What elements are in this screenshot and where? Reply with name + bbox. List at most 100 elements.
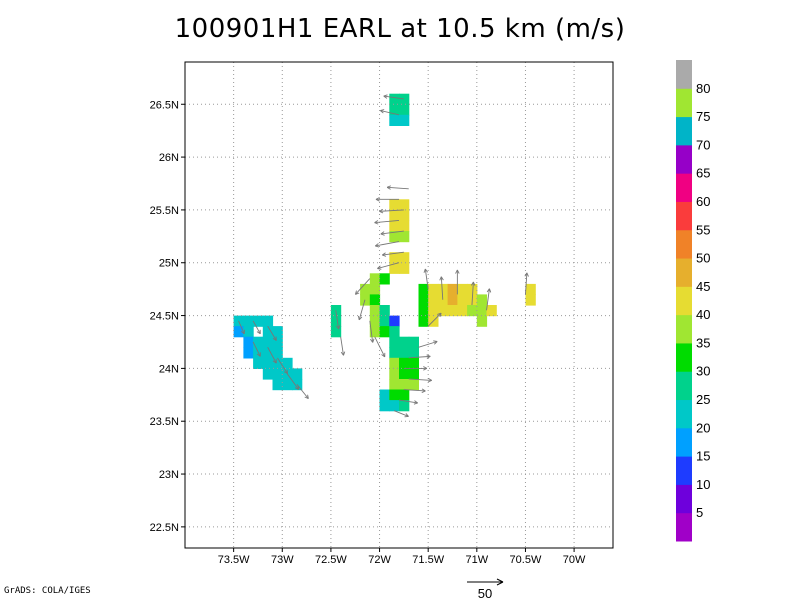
wind-vector bbox=[439, 276, 444, 300]
wind-vector-head bbox=[272, 359, 277, 364]
wind-vector-head bbox=[354, 290, 360, 295]
wind-vector-head bbox=[383, 94, 388, 99]
wind-speed-cell bbox=[399, 252, 410, 264]
wind-vector-shaft bbox=[377, 262, 400, 269]
wind-speed-cell bbox=[272, 336, 283, 348]
colorbar-label: 35 bbox=[696, 335, 710, 350]
wind-vector-shaft bbox=[471, 281, 474, 306]
wind-speed-cell bbox=[282, 357, 293, 369]
wind-vector bbox=[470, 281, 476, 306]
wind-vector-head bbox=[374, 243, 380, 248]
wind-speed-cell bbox=[399, 347, 410, 359]
wind-speed-cell bbox=[272, 326, 283, 338]
wind-speed-cell bbox=[389, 209, 400, 222]
wind-speed-cell bbox=[272, 368, 283, 380]
wind-speed-cell bbox=[418, 305, 429, 317]
wind-speed-cell bbox=[399, 379, 410, 391]
wind-speed-cell bbox=[428, 283, 439, 296]
wind-vector bbox=[357, 299, 366, 321]
wind-speed-cell bbox=[418, 294, 429, 306]
y-tick-label: 26.5N bbox=[150, 99, 179, 111]
wind-speed-cell bbox=[262, 315, 274, 327]
wind-speed-cell bbox=[379, 389, 390, 401]
wind-vector-head bbox=[382, 252, 387, 257]
colorbar-label: 30 bbox=[696, 364, 710, 379]
wind-vector bbox=[369, 320, 375, 343]
wind-vector-head bbox=[357, 315, 363, 321]
wind-speed-cell bbox=[408, 357, 419, 369]
wind-speed-cell bbox=[399, 220, 410, 232]
wind-vector-shaft bbox=[403, 389, 426, 392]
wind-speed-cell bbox=[262, 368, 274, 380]
wind-vector-shaft bbox=[369, 320, 374, 343]
wind-vector bbox=[374, 220, 400, 225]
y-tick-label: 23.5N bbox=[150, 416, 179, 428]
wind-speed-cell bbox=[389, 368, 400, 380]
wind-speed-cell bbox=[437, 294, 449, 306]
wind-vector bbox=[427, 312, 442, 327]
wind-speed-cell bbox=[447, 294, 458, 306]
wind-vector-shaft bbox=[335, 310, 340, 330]
grid-lines bbox=[185, 62, 613, 548]
wind-vector-head bbox=[379, 109, 385, 114]
colorbar-label: 5 bbox=[696, 505, 703, 520]
wind-speed-cell bbox=[389, 93, 400, 105]
wind-speed-cell bbox=[243, 336, 254, 348]
wind-vector-head bbox=[386, 185, 391, 190]
wind-speed-cell bbox=[262, 336, 274, 348]
x-tick-label: 71.5W bbox=[412, 554, 444, 566]
wind-vector-shaft bbox=[418, 341, 438, 348]
wind-speed-cell bbox=[389, 104, 400, 116]
scale-label: 50 bbox=[478, 586, 492, 600]
wind-speed-cell bbox=[330, 326, 342, 338]
wind-speed-cell bbox=[389, 379, 400, 391]
wind-speed-cell bbox=[282, 379, 293, 391]
wind-speed-cell bbox=[476, 294, 488, 306]
wind-vector bbox=[267, 325, 277, 341]
colorbar-label: 60 bbox=[696, 194, 710, 209]
colorbar-swatch bbox=[676, 201, 692, 231]
wind-vector bbox=[238, 320, 245, 335]
wind-vector-head bbox=[427, 377, 432, 383]
wind-vector-head bbox=[272, 336, 277, 341]
wind-vector-shaft bbox=[380, 230, 404, 235]
wind-vector-shaft bbox=[486, 288, 490, 311]
wind-speed-cell bbox=[399, 209, 410, 222]
wind-speed-cell bbox=[389, 252, 400, 264]
y-tick-label: 26N bbox=[159, 152, 179, 164]
wind-speed-cell bbox=[447, 305, 458, 317]
wind-vector-head bbox=[413, 400, 418, 405]
wind-speed-cell bbox=[243, 347, 254, 359]
wind-speed-cell bbox=[437, 305, 449, 317]
wind-speed-cell bbox=[379, 326, 390, 338]
wind-vector bbox=[340, 336, 346, 356]
wind-speed-cell bbox=[486, 305, 497, 317]
wind-vector-shaft bbox=[374, 220, 400, 224]
wind-vector bbox=[455, 269, 460, 295]
wind-vector-shaft bbox=[382, 251, 404, 256]
wind-speed-cell bbox=[399, 199, 410, 211]
wind-speed-cell bbox=[467, 283, 478, 296]
colorbar-label: 80 bbox=[696, 81, 710, 96]
wind-speed-cell bbox=[399, 104, 410, 116]
colorbar-swatch bbox=[676, 371, 692, 401]
wind-speed-cell bbox=[389, 357, 400, 369]
wind-speed-cell bbox=[389, 231, 400, 243]
wind-vector-head bbox=[404, 413, 409, 418]
wind-speed-cell bbox=[253, 357, 264, 369]
wind-speed-cell bbox=[389, 262, 400, 274]
wind-speed-cell bbox=[399, 114, 410, 126]
colorbar-swatch bbox=[676, 144, 692, 174]
wind-speed-shading bbox=[233, 93, 536, 412]
wind-speed-cell bbox=[408, 347, 419, 359]
wind-vector bbox=[386, 185, 409, 190]
colorbar-swatch bbox=[676, 456, 692, 485]
scale-arrow-head bbox=[496, 578, 504, 586]
wind-vector bbox=[375, 197, 399, 202]
y-tick-label: 25N bbox=[159, 258, 179, 270]
wind-vector-shaft bbox=[424, 268, 429, 290]
wind-speed-cell bbox=[399, 231, 410, 243]
wind-speed-cell bbox=[292, 368, 303, 380]
wind-vector-shaft bbox=[296, 383, 309, 399]
wind-vector-shaft bbox=[340, 336, 344, 356]
